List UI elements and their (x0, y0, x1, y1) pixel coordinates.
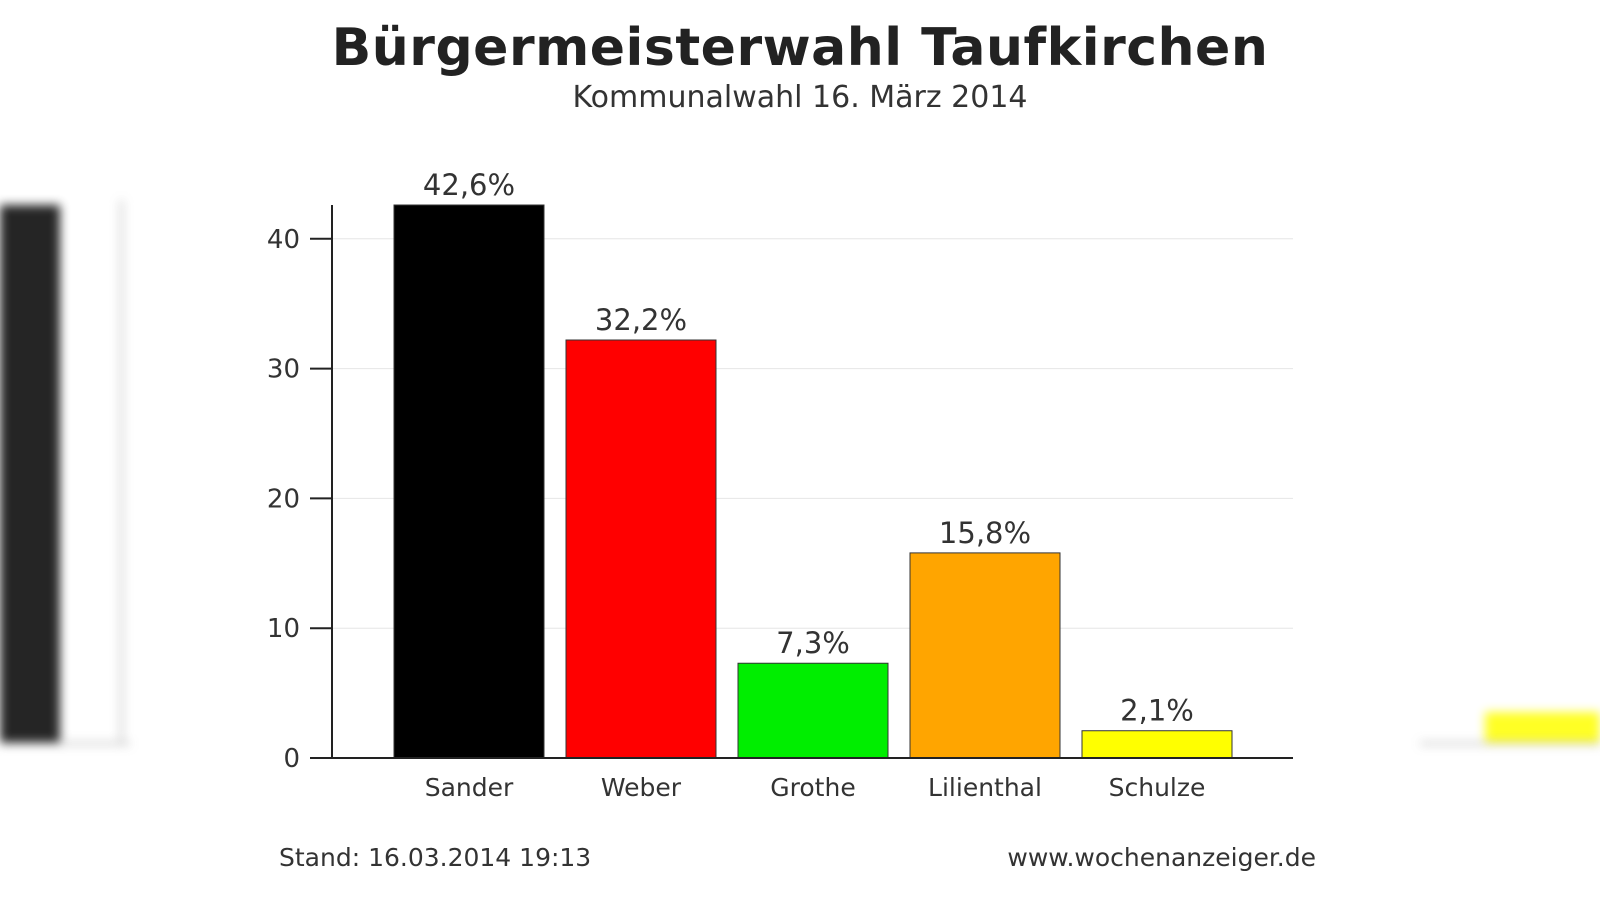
category-label-schulze: Schulze (1109, 773, 1206, 802)
value-label-schulze: 2,1% (1120, 694, 1194, 728)
bar-weber (565, 339, 717, 759)
ghost-axis (0, 742, 130, 745)
blurred-next-slide (1400, 0, 1600, 900)
category-label-lilienthal: Lilienthal (928, 773, 1042, 802)
category-label-grothe: Grothe (770, 773, 855, 802)
bar-sander (393, 204, 545, 759)
y-tick-label: 0 (283, 744, 300, 774)
footer-source-url: www.wochenanzeiger.de (1007, 843, 1316, 872)
bars (393, 204, 1233, 759)
ghost-axis (120, 200, 123, 745)
labels: 42,6% Sander 32,2% Weber 7,3% Grothe 15,8% Lili… (423, 168, 1205, 802)
y-tick-label: 20 (267, 484, 300, 514)
axes (310, 205, 1293, 759)
bar-lilienthal (909, 552, 1061, 759)
blurred-previous-slide (0, 0, 200, 900)
ghost-axis (1420, 742, 1600, 745)
category-label-sander: Sander (425, 773, 514, 802)
y-ticks: 0 10 20 30 40 (267, 225, 332, 774)
y-tick-label: 40 (267, 225, 300, 255)
y-tick-label: 30 (267, 355, 300, 385)
value-label-lilienthal: 15,8% (939, 516, 1031, 550)
bar-schulze (1081, 730, 1233, 759)
value-label-weber: 32,2% (595, 303, 687, 337)
chart-subtitle: Kommunalwahl 16. März 2014 (572, 80, 1028, 115)
y-tick-label: 10 (267, 614, 300, 644)
value-label-sander: 42,6% (423, 168, 515, 202)
bar-grothe (737, 662, 889, 759)
footer-timestamp: Stand: 16.03.2014 19:13 (279, 843, 592, 872)
value-label-grothe: 7,3% (776, 626, 850, 660)
ghost-bar (1485, 712, 1600, 744)
ghost-bar (0, 205, 60, 745)
chart-title: Bürgermeisterwahl Taufkirchen (331, 18, 1269, 78)
category-label-weber: Weber (601, 773, 682, 802)
